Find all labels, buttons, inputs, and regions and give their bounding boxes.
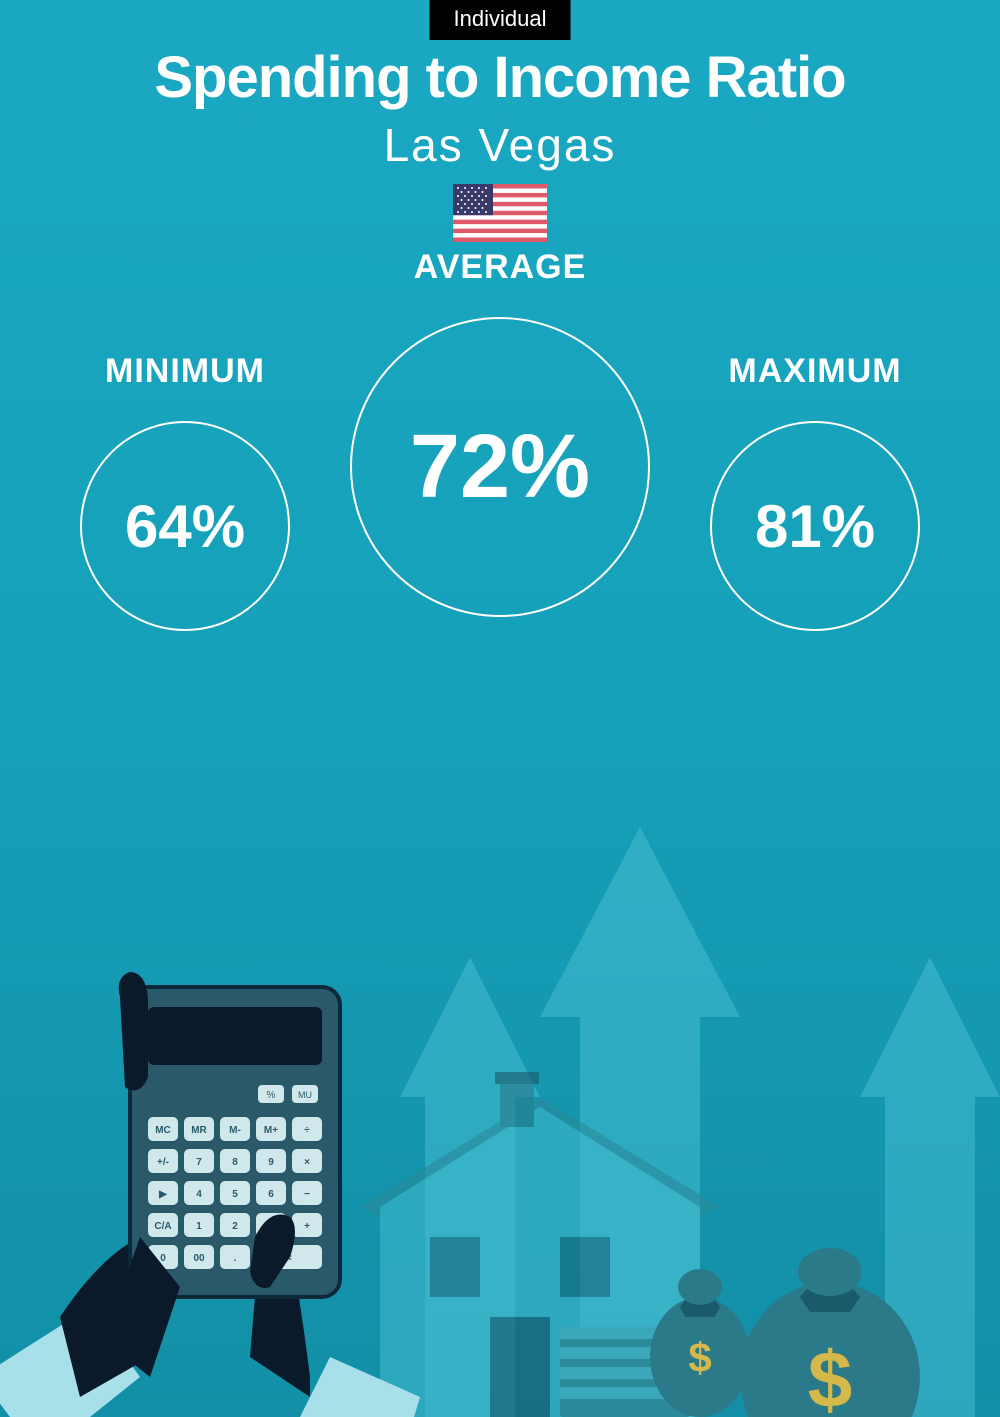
svg-text:×: ×	[304, 1157, 310, 1168]
house-icon	[360, 1072, 720, 1417]
svg-text:M+: M+	[264, 1125, 278, 1136]
svg-text:MR: MR	[191, 1125, 207, 1136]
page-title: Spending to Income Ratio	[0, 44, 1000, 111]
average-value: 72%	[410, 416, 590, 519]
maximum-circle: 81%	[710, 421, 920, 631]
minimum-value: 64%	[125, 492, 245, 561]
svg-text:▶: ▶	[158, 1189, 168, 1200]
location-subtitle: Las Vegas	[0, 118, 1000, 172]
maximum-value: 81%	[755, 492, 875, 561]
svg-text:.: .	[234, 1253, 237, 1264]
svg-text:6: 6	[268, 1189, 274, 1200]
arrows-icon	[400, 827, 1000, 1417]
maximum-label: MAXIMUM	[728, 352, 901, 391]
svg-text:$: $	[688, 1334, 711, 1381]
hands-calculator-icon: % MU	[0, 972, 420, 1417]
average-label: AVERAGE	[414, 248, 587, 287]
finance-illustration: $ $ % MU	[0, 817, 1000, 1417]
moneybag-small-icon: $	[650, 1269, 750, 1417]
svg-text:+: +	[304, 1221, 310, 1232]
svg-text:3: 3	[268, 1221, 274, 1232]
svg-text:C/A: C/A	[154, 1221, 171, 1232]
svg-text:7: 7	[196, 1157, 202, 1168]
svg-text:00: 00	[193, 1253, 205, 1264]
svg-text:÷: ÷	[304, 1125, 310, 1136]
badge-label: Individual	[454, 6, 547, 31]
svg-text:MU: MU	[298, 1090, 312, 1100]
svg-text:+/-: +/-	[157, 1157, 169, 1168]
svg-text:8: 8	[232, 1157, 238, 1168]
svg-text:9: 9	[268, 1157, 274, 1168]
stat-maximum: MAXIMUM 81%	[710, 352, 920, 631]
svg-text:−: −	[304, 1189, 310, 1200]
svg-text:5: 5	[232, 1189, 238, 1200]
svg-text:=: =	[286, 1253, 292, 1264]
svg-text:2: 2	[232, 1221, 238, 1232]
svg-text:MC: MC	[155, 1125, 171, 1136]
stats-row: MINIMUM 64% AVERAGE 72% MAXIMUM 81%	[0, 300, 1000, 631]
stat-average: AVERAGE 72%	[350, 300, 650, 617]
stat-minimum: MINIMUM 64%	[80, 352, 290, 631]
category-badge: Individual	[430, 0, 571, 40]
svg-text:$: $	[808, 1335, 853, 1417]
svg-text:%: %	[267, 1090, 276, 1101]
svg-text:4: 4	[196, 1189, 202, 1200]
svg-text:0: 0	[160, 1253, 166, 1264]
svg-text:M-: M-	[229, 1125, 241, 1136]
money-stack-icon	[560, 1327, 690, 1417]
moneybag-large-icon: $	[740, 1248, 920, 1417]
usa-flag-icon	[453, 184, 547, 242]
minimum-label: MINIMUM	[105, 352, 265, 391]
svg-text:1: 1	[196, 1221, 202, 1232]
average-circle: 72%	[350, 317, 650, 617]
minimum-circle: 64%	[80, 421, 290, 631]
